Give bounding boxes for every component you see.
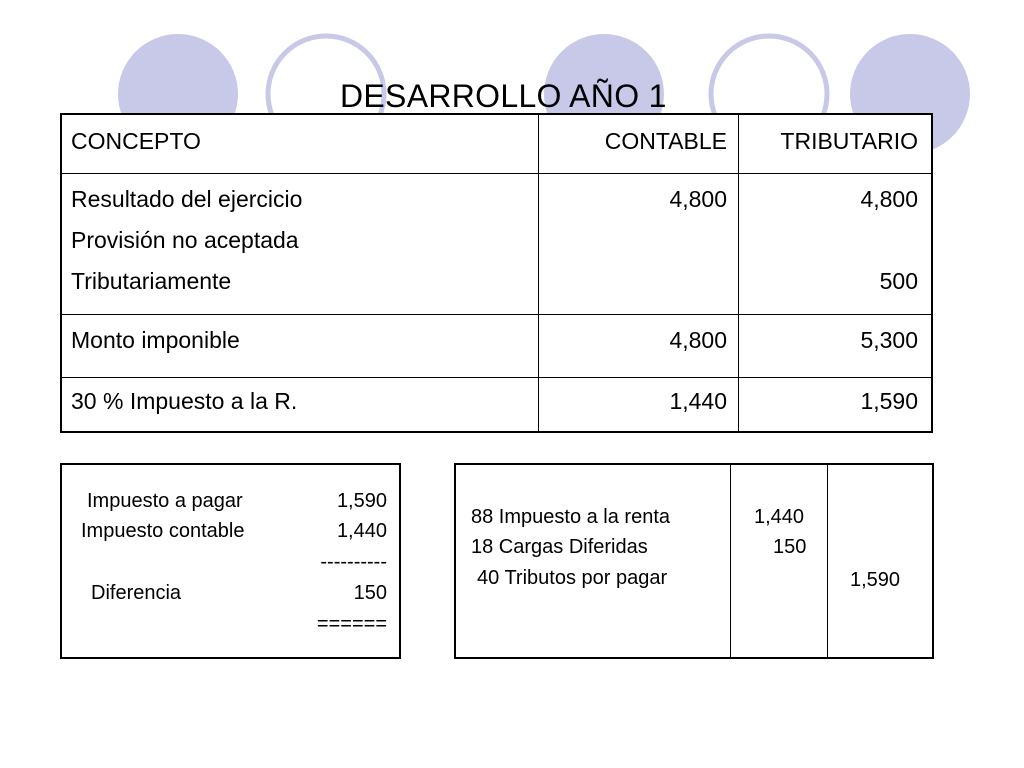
- journal-debit: 1,440: [754, 506, 805, 528]
- journal-account: 18 Cargas Diferidas: [471, 536, 648, 558]
- table-divider: [62, 173, 931, 174]
- table-row: Resultado del ejercicio Provisión no ace…: [62, 174, 931, 314]
- tributario-resultado: 4,800: [860, 186, 918, 212]
- tributario-monto: 5,300: [860, 327, 918, 353]
- table-row: 30 % Impuesto a la R. 1,440 1,590: [62, 378, 931, 433]
- header-contable: CONTABLE: [539, 115, 739, 173]
- concepto-provision: Provisión no aceptada: [71, 227, 299, 253]
- concepto-cell: Monto imponible: [62, 315, 539, 377]
- header-tributario: TRIBUTARIO: [739, 115, 931, 173]
- table-header-row: CONCEPTO CONTABLE TRIBUTARIO: [62, 115, 931, 173]
- summary-label: Impuesto contable: [81, 520, 245, 542]
- concepto-tributariamente: Tributariamente: [71, 268, 232, 294]
- tributario-cell: 4,800 500: [739, 174, 931, 314]
- header-concepto-text: CONCEPTO: [71, 128, 201, 154]
- header-contable-text: CONTABLE: [604, 128, 727, 154]
- tributario-impuesto: 1,590: [860, 388, 918, 414]
- concepto-cell: 30 % Impuesto a la R.: [62, 378, 539, 433]
- summary-separator: ----------: [320, 551, 387, 573]
- summary-value: 1,440: [336, 520, 387, 542]
- journal-entry-box: 88 Impuesto a la renta 18 Cargas Diferid…: [454, 463, 934, 659]
- journal-credit: 1,590: [850, 569, 901, 591]
- concepto-resultado: Resultado del ejercicio: [71, 186, 303, 212]
- contable-cell: 4,800: [539, 174, 739, 314]
- concepto-impuesto: 30 % Impuesto a la R.: [71, 388, 298, 414]
- journal-account: 40 Tributos por pagar: [477, 567, 668, 589]
- table-divider: [62, 314, 931, 315]
- journal-divider: [827, 465, 828, 657]
- contable-cell: 1,440: [539, 378, 739, 433]
- header-concepto: CONCEPTO: [62, 115, 539, 173]
- summary-total-rule: ======: [316, 613, 387, 635]
- summary-label: Diferencia: [91, 582, 182, 604]
- contable-monto: 4,800: [669, 327, 727, 353]
- summary-label: Impuesto a pagar: [87, 490, 243, 512]
- tributario-cell: 1,590: [739, 378, 931, 433]
- journal-debit: 150: [773, 536, 807, 558]
- header-tributario-text: TRIBUTARIO: [780, 128, 918, 154]
- page-title: DESARROLLO AÑO 1: [340, 78, 667, 114]
- contable-cell: 4,800: [539, 315, 739, 377]
- summary-value: 1,590: [336, 490, 387, 512]
- difference-summary-box: Impuesto a pagar 1,590 Impuesto contable…: [60, 463, 401, 659]
- tributario-cell: 5,300: [739, 315, 931, 377]
- contable-resultado: 4,800: [669, 186, 727, 212]
- summary-value: 150: [353, 582, 387, 604]
- tributario-provision: 500: [879, 268, 918, 294]
- table-divider: [62, 377, 931, 378]
- journal-divider: [730, 465, 731, 657]
- concepto-monto: Monto imponible: [71, 327, 240, 353]
- table-row: Monto imponible 4,800 5,300: [62, 315, 931, 377]
- tax-table: CONCEPTO CONTABLE TRIBUTARIO Resultado d…: [60, 113, 933, 433]
- concepto-cell: Resultado del ejercicio Provisión no ace…: [62, 174, 539, 314]
- contable-impuesto: 1,440: [669, 388, 727, 414]
- journal-account: 88 Impuesto a la renta: [471, 506, 671, 528]
